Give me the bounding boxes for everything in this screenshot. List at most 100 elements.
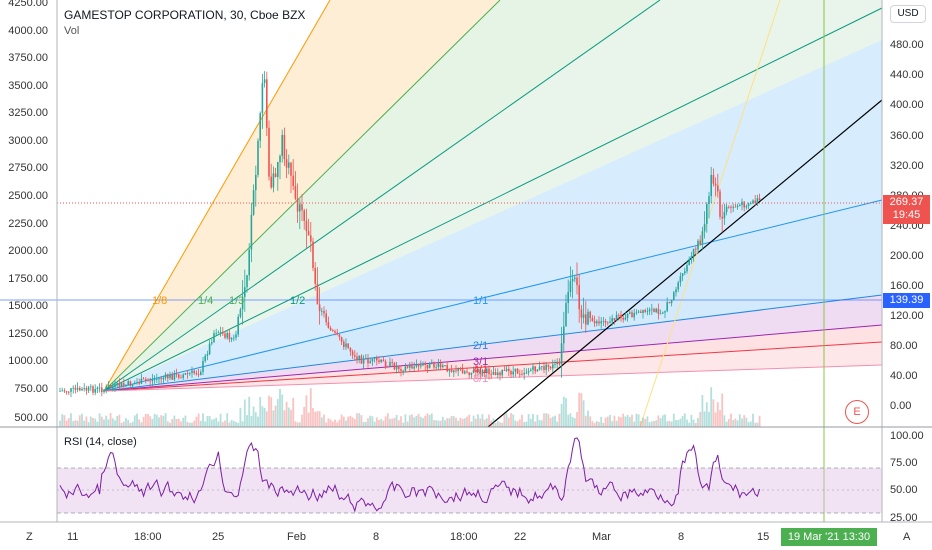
candle-body xyxy=(532,366,534,370)
volume-bar xyxy=(228,422,231,427)
candle-body xyxy=(167,374,169,379)
gann-label: 1/4 xyxy=(198,295,214,307)
candle-body xyxy=(710,174,712,197)
volume-bar xyxy=(617,416,620,427)
candle-body xyxy=(323,310,325,314)
candle-body xyxy=(193,370,195,374)
candle-body xyxy=(263,79,266,84)
candle-body xyxy=(147,380,149,382)
candle-body xyxy=(279,155,281,163)
volume-bar xyxy=(320,417,323,427)
candle-body xyxy=(380,359,382,363)
candle-body xyxy=(349,348,352,352)
candle-body xyxy=(695,248,697,250)
candle-body xyxy=(439,363,442,368)
volume-bar xyxy=(611,421,614,427)
volume-bar xyxy=(749,421,752,427)
volume-bar xyxy=(510,413,512,427)
volume-bar xyxy=(419,416,422,427)
candle-body xyxy=(547,364,550,367)
time-axis-tick: 8 xyxy=(373,531,380,543)
candle-body xyxy=(670,299,673,304)
volume-bar xyxy=(490,420,493,427)
volume-bar xyxy=(591,421,594,427)
candle-body xyxy=(79,387,81,391)
volume-bar xyxy=(78,415,81,427)
candle-body xyxy=(268,127,270,177)
candle-body xyxy=(571,278,574,282)
fan-line-5 xyxy=(103,294,883,392)
candle-body xyxy=(536,369,539,372)
rsi-pane xyxy=(57,437,882,514)
volume-bar xyxy=(569,413,572,427)
auto-scale-button[interactable]: A xyxy=(903,531,911,543)
volume-bar xyxy=(265,411,268,427)
candle-body xyxy=(558,362,561,365)
candle-body xyxy=(600,321,602,324)
candle-body xyxy=(464,371,466,374)
candle-body xyxy=(409,365,411,368)
volume-bar xyxy=(545,413,548,427)
zoom-reset-button[interactable]: Z xyxy=(26,531,33,543)
candle-body xyxy=(642,309,644,313)
volume-bar xyxy=(281,394,284,427)
candle-body xyxy=(730,206,732,208)
volume-bar xyxy=(259,397,262,427)
volume-bar xyxy=(639,421,642,427)
candle-body xyxy=(371,358,374,362)
volume-bar xyxy=(479,418,482,427)
candle-body xyxy=(94,388,96,393)
candle-body xyxy=(591,317,594,321)
volume-bar xyxy=(404,414,407,427)
candle-body xyxy=(175,373,178,375)
symbol-title[interactable]: GAMESTOP CORPORATION, 30, Cboe BZX xyxy=(64,8,306,22)
volume-bar xyxy=(92,418,94,427)
volume-bars xyxy=(59,387,761,427)
volume-bar xyxy=(237,422,240,427)
volume-bar xyxy=(72,421,75,427)
volume-bar xyxy=(144,413,147,427)
volume-bar xyxy=(602,422,605,427)
candle-body xyxy=(435,366,437,368)
candle-body xyxy=(690,256,693,259)
volume-bar xyxy=(252,406,255,427)
rsi-indicator-label[interactable]: RSI (14, close) xyxy=(64,436,137,448)
volume-bar xyxy=(422,418,424,427)
volume-bar xyxy=(452,416,455,427)
candle-body xyxy=(728,206,730,208)
volume-bar xyxy=(582,400,585,427)
candle-body xyxy=(347,343,349,349)
candle-body xyxy=(633,313,635,318)
earnings-icon[interactable]: E xyxy=(845,400,869,424)
volume-bar xyxy=(474,418,477,427)
right-axis-tick: 80.00 xyxy=(890,340,918,352)
gann-fan xyxy=(0,0,883,522)
candle-body xyxy=(578,285,580,310)
volume-bar xyxy=(448,418,451,427)
candle-body xyxy=(655,308,657,313)
last-price: 269.37 xyxy=(889,196,924,208)
candle-body xyxy=(688,258,690,266)
candle-body xyxy=(618,314,620,316)
candle-body xyxy=(351,351,354,356)
candle-body xyxy=(712,174,715,184)
candle-body xyxy=(448,369,451,372)
volume-bar xyxy=(274,405,277,427)
volume-indicator-label[interactable]: Vol xyxy=(64,25,80,37)
volume-bar xyxy=(727,419,730,427)
left-axis-tick: 1000.00 xyxy=(8,355,48,367)
candle-body xyxy=(444,365,446,366)
volume-bar xyxy=(63,415,66,427)
volume-bar xyxy=(411,414,413,427)
volume-bar xyxy=(389,418,391,427)
volume-bar xyxy=(400,416,402,427)
volume-bar xyxy=(446,418,449,427)
currency-button[interactable]: USD xyxy=(890,5,926,23)
candle-body xyxy=(734,206,737,208)
candle-body xyxy=(107,386,110,388)
candle-body xyxy=(505,368,508,371)
candle-body xyxy=(404,366,407,371)
volume-bar xyxy=(466,416,468,427)
candle-body xyxy=(543,366,545,370)
